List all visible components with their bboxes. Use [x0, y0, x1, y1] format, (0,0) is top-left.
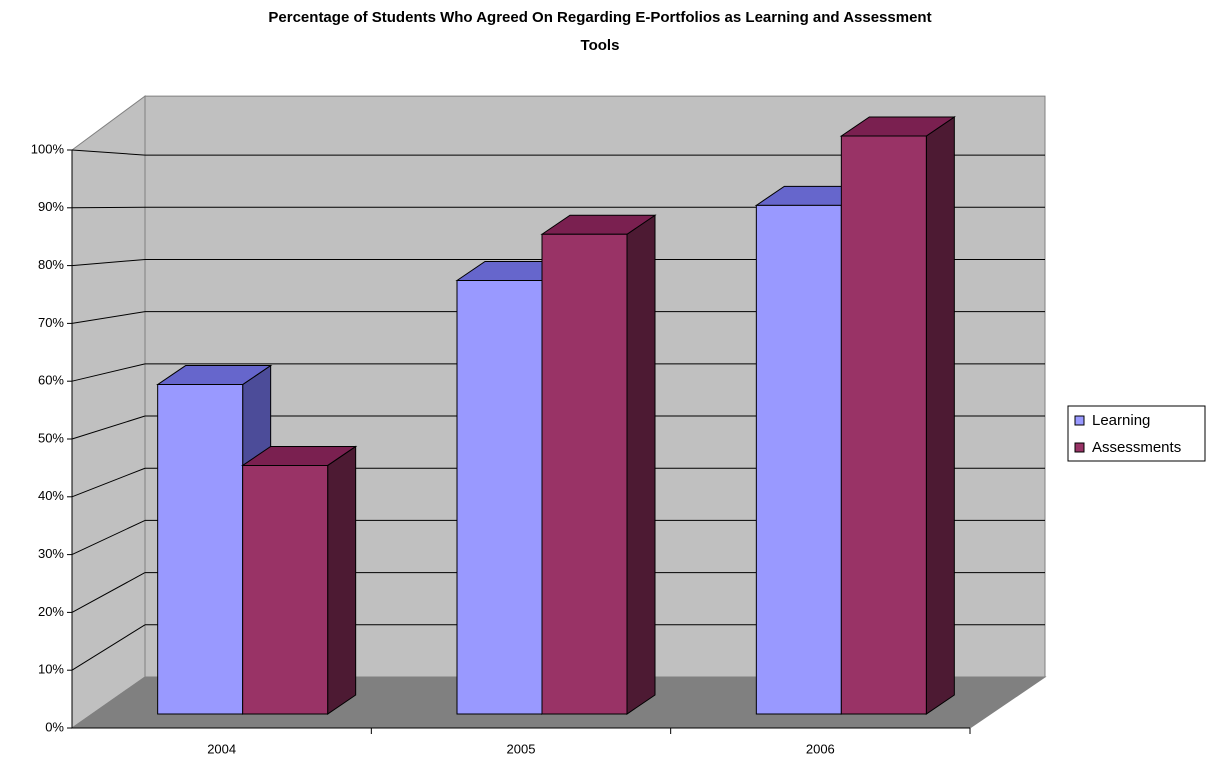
bar-face — [541, 233, 628, 715]
bar-face — [840, 135, 927, 715]
y-tick-label: 10% — [38, 662, 64, 677]
bar-face — [626, 214, 656, 715]
grid-line — [71, 258, 146, 267]
grid-line — [71, 415, 146, 440]
legend-swatch — [1074, 442, 1085, 453]
grid-line — [71, 363, 146, 382]
grid-line — [71, 624, 146, 671]
y-tick-label: 0% — [45, 719, 64, 734]
chart-title: Percentage of Students Who Agreed On Reg… — [268, 9, 931, 26]
y-tick-label: 20% — [38, 604, 64, 619]
bar — [540, 214, 657, 715]
grid-line — [71, 519, 146, 556]
y-tick-label: 50% — [38, 430, 64, 445]
chart-title: Tools — [581, 37, 620, 54]
grid-line — [71, 311, 146, 324]
y-tick-label: 80% — [38, 257, 64, 272]
legend-swatch — [1074, 415, 1085, 426]
grid-line — [71, 149, 146, 156]
y-tick-label: 90% — [38, 199, 64, 214]
legend-label: Assessments — [1092, 439, 1181, 456]
bar-face — [242, 464, 329, 715]
x-tick-label: 2006 — [806, 741, 835, 756]
side-wall — [71, 95, 146, 729]
y-tick-label: 30% — [38, 546, 64, 561]
y-tick-label: 40% — [38, 488, 64, 503]
legend-box — [1067, 405, 1206, 462]
bar-face — [456, 280, 543, 715]
bar-face — [925, 116, 955, 715]
x-tick-label: 2005 — [507, 741, 536, 756]
bar-face — [157, 384, 244, 715]
bar — [839, 116, 956, 715]
grid-line — [71, 467, 146, 498]
bar — [241, 445, 358, 715]
y-tick-label: 70% — [38, 315, 64, 330]
bar-face — [755, 204, 842, 715]
x-tick-label: 2004 — [207, 741, 236, 756]
y-tick-label: 60% — [38, 373, 64, 388]
bar-face — [327, 445, 357, 715]
grid-line — [71, 206, 146, 209]
grid-line — [71, 572, 146, 613]
y-tick-label: 100% — [31, 141, 65, 156]
legend-label: Learning — [1092, 412, 1150, 429]
